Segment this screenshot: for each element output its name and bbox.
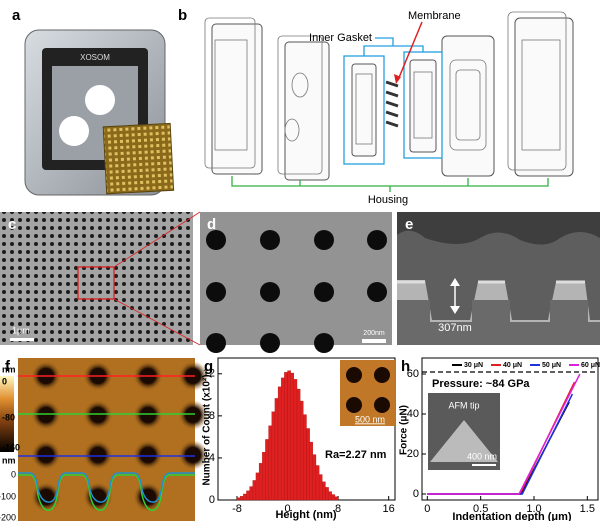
y-tick-label: 60 [407,368,419,380]
bar [252,480,257,501]
y-tick-label: 40 [407,408,419,420]
scale-bar-label: 200nm [363,330,385,337]
colorbar-tick: -80 [2,412,15,422]
bar [277,386,282,501]
bar [300,400,304,501]
bar [249,486,253,501]
x-axis-label: Height (nm) [275,509,336,521]
bar [239,496,244,501]
y-axis-label: Number of Count (x10²) [202,374,213,485]
y-axis-label: Force (μN) [399,405,410,455]
panel-label: b [178,7,187,24]
bar [309,441,313,501]
bar [255,472,260,501]
x-tick-label: 0 [424,503,430,515]
bar [331,494,336,501]
plot-frame [421,357,599,501]
sem-image [0,212,193,345]
bar [236,497,241,501]
scale-bar-label: 1μm [12,325,30,335]
bar [296,388,301,501]
x-tick-label: 8 [335,503,341,515]
panel-label: d [207,216,216,233]
x-tick-label: 16 [383,503,395,515]
bar [303,414,307,501]
panel-label: c [8,216,16,233]
bar [281,377,285,501]
x-tick-label: 1.5 [580,503,595,515]
bar [287,370,291,501]
y-tick-label: 4 [209,452,215,464]
profile-tick: 0 [11,469,16,479]
colorbar-tick: 0 [2,376,7,386]
y-tick-label: 12 [203,368,215,380]
inset-label: AFM tip [448,400,479,410]
bar [334,496,339,501]
zoom-lines [113,211,201,346]
bar [306,428,310,501]
bar [312,454,317,501]
inner-gasket-label: Inner Gasket [309,32,372,44]
x-tick-label: 0 [284,503,290,515]
bar [293,379,298,501]
colorbar-tick: -160 [2,442,20,452]
y-tick-label: 20 [407,448,419,460]
scale-bar [10,338,34,341]
legend-label: 60 μN [581,362,600,369]
bar [322,481,326,501]
inset-scale-bar: 400 nm [467,451,497,461]
bar [318,474,323,501]
bar [243,493,247,501]
bar [265,439,269,501]
y-tick-label: 0 [413,488,419,500]
panel-label: e [405,216,413,233]
bar [315,465,320,501]
bar [325,487,329,501]
sem-zoom-image [200,212,392,353]
bar [246,490,250,501]
annotation: Ra=2.27 nm [325,449,387,461]
legend-label: 30 μN [464,362,483,369]
bar [268,425,272,501]
bar [328,491,332,501]
legend-label: 50 μN [542,362,561,369]
profile-unit: nm [2,455,16,465]
membrane-label: Membrane [408,10,461,22]
x-tick-label: 1.0 [526,503,541,515]
bar [274,398,279,501]
bar [258,463,263,501]
bar [271,411,276,501]
x-tick-label: -8 [232,503,242,515]
y-tick-label: 8 [209,410,215,422]
panel-label: h [401,358,410,375]
inset-sem [428,393,500,470]
legend-label: 40 μN [503,362,522,369]
brand-text: XOSOM [80,53,110,62]
colorbar-unit: nm [2,364,16,374]
annotation: Pressure: ~84 GPa [432,378,530,390]
x-axis-label: Indentation depth (μm) [452,511,571,521]
cross-section-image [397,212,600,345]
y-tick-label: 0 [209,494,215,506]
bar [290,372,295,501]
profile-tick: -100 [0,491,16,501]
inset-afm [340,360,395,426]
inset-scale-bar: 500 nm [355,414,385,424]
panel-label: a [12,7,21,24]
afm-image [0,358,208,521]
housing-label: Housing [368,194,408,206]
bar [284,372,288,501]
bar [262,451,266,501]
panel-label: f [5,358,11,375]
x-tick-label: 0.5 [473,503,488,515]
exploded-drawing [204,11,574,192]
panel-label: g [204,358,213,375]
profile-tick: -200 [0,512,16,521]
thickness-label: 307nm [438,322,472,334]
device-photo [24,29,175,196]
line [427,373,581,495]
zoom-box [77,266,115,300]
